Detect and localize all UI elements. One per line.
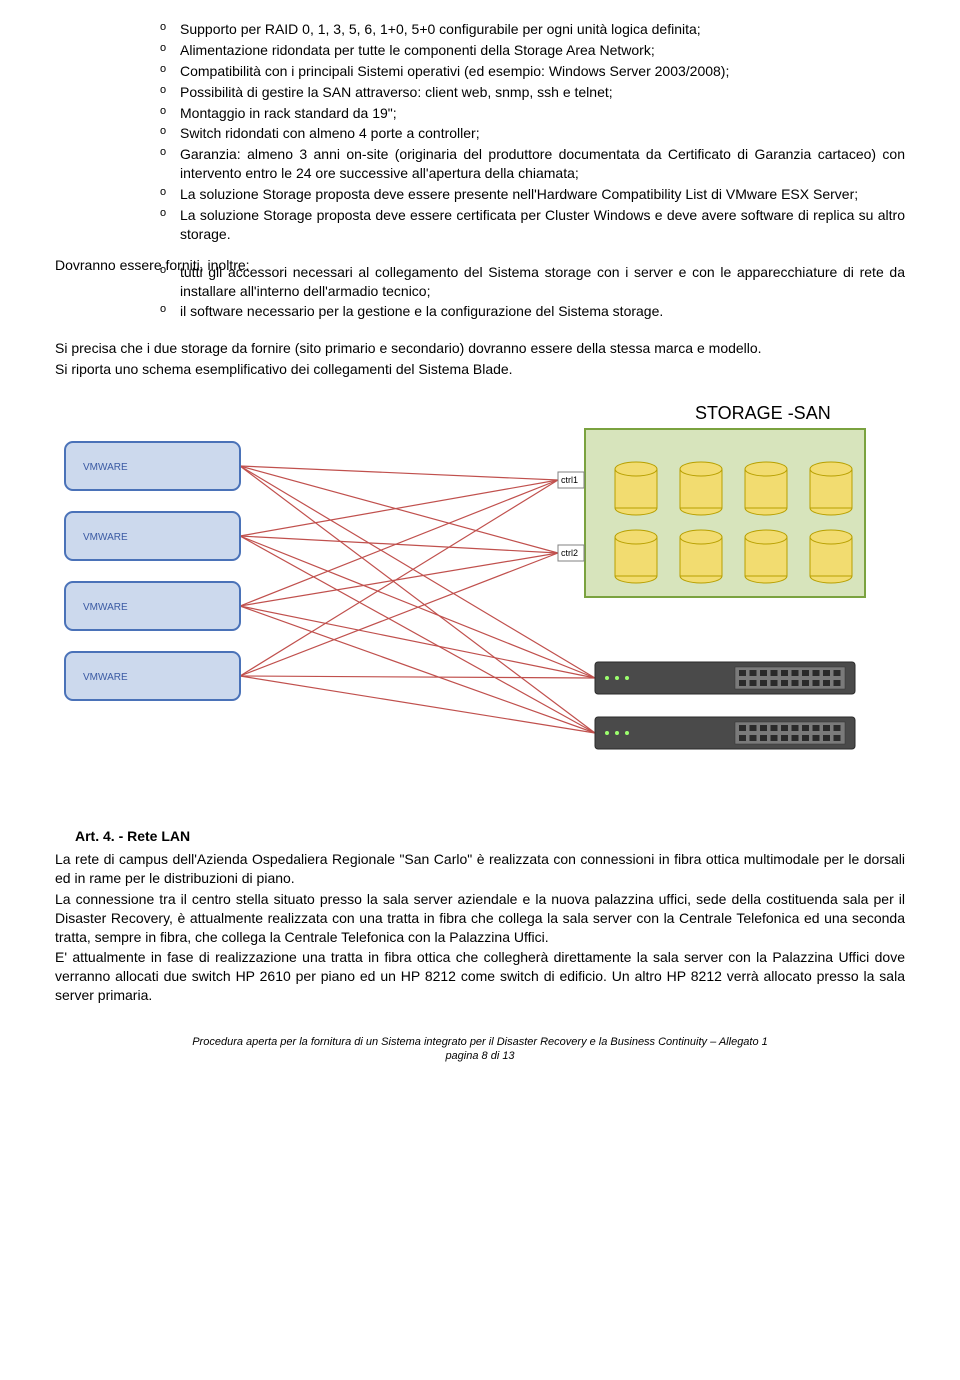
paragraph-schema: Si riporta uno schema esemplificativo de… [55, 360, 905, 379]
svg-text:VMWARE: VMWARE [83, 462, 128, 473]
list-item: Switch ridondati con almeno 4 porte a co… [160, 124, 905, 143]
list-item: Compatibilità con i principali Sistemi o… [160, 62, 905, 81]
list-item: Garanzia: almeno 3 anni on-site (origina… [160, 145, 905, 183]
svg-text:VMWARE: VMWARE [83, 532, 128, 543]
art4-p2: La connessione tra il centro stella situ… [55, 890, 905, 947]
list-item: Montaggio in rack standard da 19"; [160, 104, 905, 123]
top-bullet-list: Supporto per RAID 0, 1, 3, 5, 6, 1+0, 5+… [55, 20, 905, 244]
diagram-svg: VMWARE VMWARE VMWARE VMWARE STORAGE -SAN ctrl… [55, 397, 875, 787]
svg-text:ctrl1: ctrl1 [561, 475, 578, 485]
document-page: Supporto per RAID 0, 1, 3, 5, 6, 1+0, 5+… [0, 0, 960, 1094]
list-item: Alimentazione ridondata per tutte le com… [160, 41, 905, 60]
list-item: il software necessario per la gestione e… [160, 302, 905, 321]
blade-system-diagram: VMWARE VMWARE VMWARE VMWARE STORAGE -SAN ctrl… [55, 397, 905, 787]
svg-text:VMWARE: VMWARE [83, 672, 128, 683]
art4-heading: Art. 4. - Rete LAN [75, 827, 905, 846]
art4-p3: E' attualmente in fase di realizzazione … [55, 948, 905, 1005]
mid-bullet-list: tutti gli accessori necessari al collega… [55, 263, 905, 322]
list-item: Supporto per RAID 0, 1, 3, 5, 6, 1+0, 5+… [160, 20, 905, 39]
svg-text:STORAGE -SAN: STORAGE -SAN [695, 403, 831, 423]
list-item: La soluzione Storage proposta deve esser… [160, 185, 905, 204]
page-footer: Procedura aperta per la fornitura di un … [55, 1035, 905, 1064]
paragraph-precisa: Si precisa che i due storage da fornire … [55, 339, 905, 358]
footer-line2: pagina 8 di 13 [55, 1049, 905, 1063]
list-item: La soluzione Storage proposta deve esser… [160, 206, 905, 244]
svg-text:VMWARE: VMWARE [83, 602, 128, 613]
footer-line1: Procedura aperta per la fornitura di un … [55, 1035, 905, 1049]
list-item: tutti gli accessori necessari al collega… [160, 263, 905, 301]
art4-p1: La rete di campus dell'Azienda Ospedalie… [55, 850, 905, 888]
list-item: Possibilità di gestire la SAN attraverso… [160, 83, 905, 102]
svg-text:ctrl2: ctrl2 [561, 548, 578, 558]
